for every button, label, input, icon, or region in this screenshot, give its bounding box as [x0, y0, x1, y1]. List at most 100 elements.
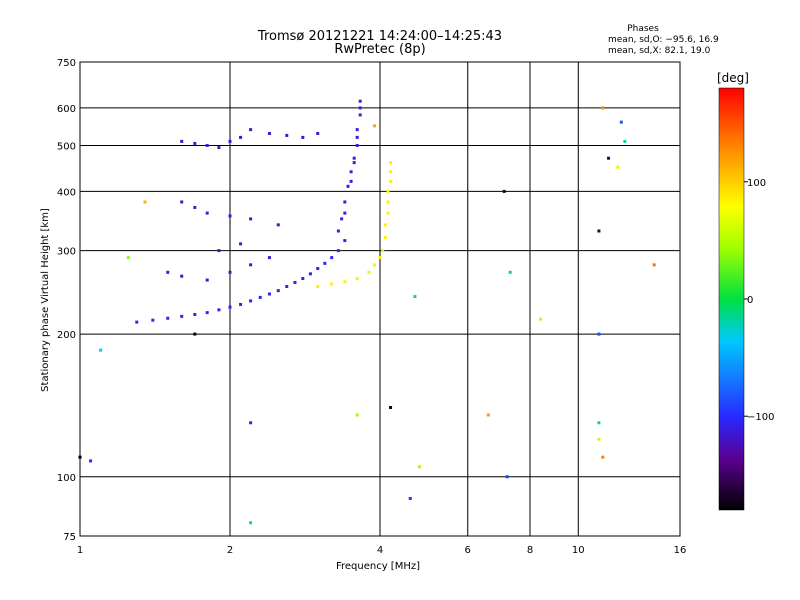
data-point: [383, 235, 387, 239]
x-tick-label: 4: [377, 545, 383, 556]
data-point: [352, 161, 356, 165]
data-point: [89, 459, 93, 463]
x-tick-label: 6: [465, 545, 471, 556]
data-point: [239, 135, 243, 139]
data-point: [417, 465, 421, 469]
y-axis-label: Stationary phase Virtual Height [km]: [40, 208, 51, 392]
data-point: [193, 141, 197, 145]
data-point: [336, 229, 340, 233]
y-tick-label: 100: [57, 473, 76, 484]
data-point: [355, 143, 359, 147]
data-point: [389, 406, 393, 410]
data-point: [267, 131, 271, 135]
data-point: [343, 280, 347, 284]
data-point: [323, 261, 327, 265]
x-tick-label: 16: [674, 545, 687, 556]
data-point: [276, 223, 280, 227]
grid-lines: [80, 62, 680, 536]
data-point: [316, 285, 320, 289]
y-tick-label: 400: [57, 187, 76, 198]
data-point: [601, 455, 605, 459]
x-axis-label: Frequency [MHz]: [336, 561, 420, 572]
data-point: [607, 156, 611, 160]
data-point: [502, 189, 506, 193]
data-point: [180, 314, 184, 318]
x-tick-label: 1: [77, 545, 83, 556]
stats-line-o: mean, sd,O: −95.6, 16.9: [608, 35, 719, 45]
data-point: [601, 106, 605, 110]
data-point: [373, 124, 377, 128]
y-tick-label: 300: [57, 247, 76, 258]
colorbar-tick-label: 100: [747, 178, 766, 189]
colorbar-tick-label: 0: [747, 295, 753, 306]
stats-line-x: mean, sd,X: 82.1, 19.0: [608, 46, 711, 56]
data-point: [166, 270, 170, 274]
data-point: [99, 348, 103, 352]
data-point: [258, 295, 262, 299]
data-point: [408, 496, 412, 500]
data-point: [217, 249, 221, 253]
data-point: [239, 302, 243, 306]
data-point: [301, 277, 305, 281]
data-point: [597, 229, 601, 233]
data-point: [352, 156, 356, 160]
data-point: [386, 200, 390, 204]
data-point: [239, 242, 243, 246]
data-point: [285, 285, 289, 289]
data-point: [249, 263, 253, 267]
data-point: [623, 139, 627, 143]
data-point: [180, 139, 184, 143]
data-point: [358, 113, 362, 117]
data-point: [486, 413, 490, 417]
data-point: [349, 170, 353, 174]
data-point: [330, 282, 334, 286]
data-point: [228, 305, 232, 309]
data-point: [205, 211, 209, 215]
data-point: [267, 292, 271, 296]
data-point: [217, 308, 221, 312]
y-tick-label: 200: [57, 330, 76, 341]
data-point: [126, 256, 130, 260]
data-point: [343, 200, 347, 204]
data-point: [228, 214, 232, 218]
x-tick-label: 2: [227, 545, 233, 556]
data-point: [389, 170, 393, 174]
x-tick-label: 10: [572, 545, 585, 556]
data-point: [249, 521, 253, 525]
data-point: [389, 179, 393, 183]
y-tick-label: 600: [57, 104, 76, 115]
data-point: [367, 270, 371, 274]
data-point: [508, 270, 512, 274]
data-point: [597, 421, 601, 425]
y-tick-label: 75: [63, 532, 76, 543]
data-point: [143, 200, 147, 204]
data-point: [301, 135, 305, 139]
data-point: [358, 99, 362, 103]
data-point: [316, 267, 320, 271]
data-point: [249, 421, 253, 425]
y-tick-label: 500: [57, 141, 76, 152]
data-point: [180, 274, 184, 278]
chart-subtitle: RwPretec (8p): [334, 42, 425, 57]
data-point: [249, 128, 253, 132]
data-point: [205, 278, 209, 282]
data-point: [652, 263, 656, 267]
data-point: [135, 320, 139, 324]
data-point: [276, 289, 280, 293]
data-point: [193, 332, 197, 336]
x-tick-label: 8: [527, 545, 533, 556]
data-point: [378, 256, 382, 260]
data-point: [166, 316, 170, 320]
data-point: [340, 217, 344, 221]
colorbar-tick-label: −100: [747, 412, 774, 423]
data-point: [249, 299, 253, 303]
data-point: [619, 120, 623, 124]
x-axis-ticks: 1 2 4 6 8 10 16: [77, 545, 687, 556]
data-point: [597, 437, 601, 441]
data-point: [381, 249, 385, 253]
data-point: [308, 272, 312, 276]
chart-title: Tromsø 20121221 14:24:00–14:25:43: [257, 29, 502, 44]
stats-title: Phases: [627, 24, 659, 34]
data-point: [343, 211, 347, 215]
data-point: [151, 318, 155, 322]
